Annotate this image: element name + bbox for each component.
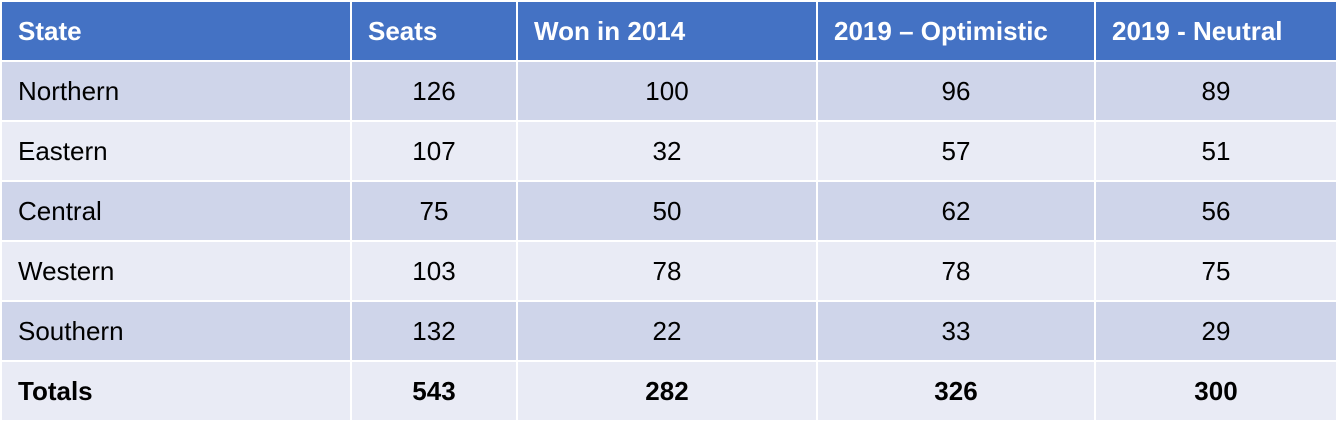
state-cell: Western [2,242,350,300]
value-cell: 33 [818,302,1094,360]
value-cell: 96 [818,62,1094,120]
value-cell: 126 [352,62,516,120]
value-cell: 32 [518,122,816,180]
state-cell: Northern [2,62,350,120]
table-row: Southern 132 22 33 29 [2,302,1336,360]
value-cell: 22 [518,302,816,360]
value-cell: 29 [1096,302,1336,360]
header-cell: State [2,2,350,60]
value-cell: 132 [352,302,516,360]
value-cell: 78 [818,242,1094,300]
value-cell: 75 [352,182,516,240]
header-cell: 2019 – Optimistic [818,2,1094,60]
value-cell: 62 [818,182,1094,240]
total-cell: 543 [352,362,516,420]
table-row: Central 75 50 62 56 [2,182,1336,240]
total-cell: 282 [518,362,816,420]
table-row: Eastern 107 32 57 51 [2,122,1336,180]
state-cell: Central [2,182,350,240]
header-cell: Won in 2014 [518,2,816,60]
total-cell: 300 [1096,362,1336,420]
state-cell: Eastern [2,122,350,180]
table-row: Northern 126 100 96 89 [2,62,1336,120]
value-cell: 57 [818,122,1094,180]
value-cell: 50 [518,182,816,240]
header-cell: 2019 - Neutral [1096,2,1336,60]
value-cell: 89 [1096,62,1336,120]
totals-label: Totals [2,362,350,420]
table-header: State Seats Won in 2014 2019 – Optimistic 20… [2,2,1336,60]
value-cell: 75 [1096,242,1336,300]
value-cell: 107 [352,122,516,180]
table-body: Northern 126 100 96 89 Eastern 107 32 57 51 Centra… [2,62,1336,420]
value-cell: 56 [1096,182,1336,240]
state-cell: Southern [2,302,350,360]
table-row: Western 103 78 78 75 [2,242,1336,300]
value-cell: 100 [518,62,816,120]
value-cell: 51 [1096,122,1336,180]
header-row: State Seats Won in 2014 2019 – Optimistic 20… [2,2,1336,60]
value-cell: 103 [352,242,516,300]
total-cell: 326 [818,362,1094,420]
value-cell: 78 [518,242,816,300]
totals-row: Totals 543 282 326 300 [2,362,1336,420]
header-cell: Seats [352,2,516,60]
